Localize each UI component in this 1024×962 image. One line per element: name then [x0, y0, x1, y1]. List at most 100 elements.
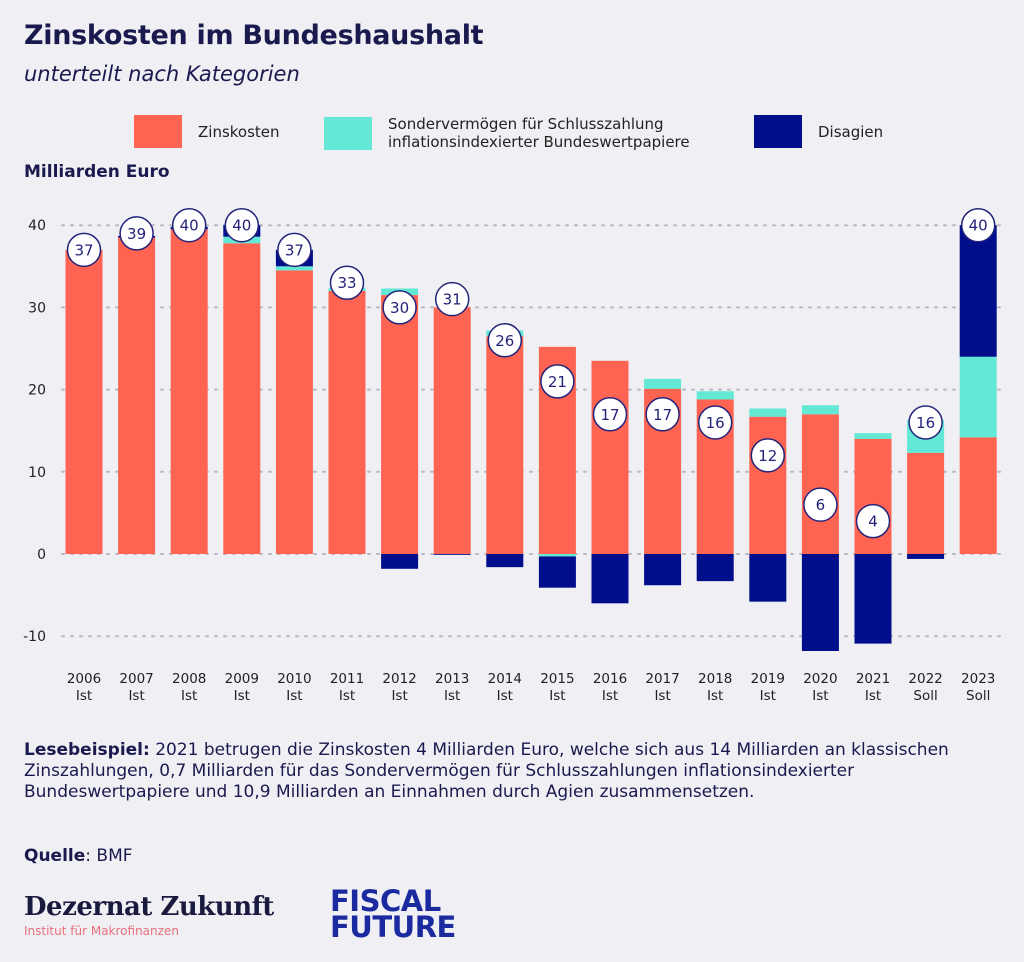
total-label-bubble	[908, 405, 943, 440]
bar-segment-zinskosten	[907, 452, 945, 554]
total-data-label: 30	[390, 299, 409, 317]
total-data-label: 16	[706, 414, 725, 432]
y-axis-unit: Milliarden Euro	[24, 162, 170, 182]
total-data-label: 33	[337, 274, 356, 292]
x-tick-kind: Soll	[913, 688, 937, 704]
total-label-bubble	[960, 207, 996, 243]
bar-segment-disagien	[538, 556, 576, 588]
total-data-label: 37	[285, 241, 304, 259]
x-tick-year: 2008	[172, 671, 206, 687]
bar-segment-sondervermoegen	[644, 378, 682, 389]
legend-swatch-disagien	[754, 115, 802, 148]
total-data-label: 31	[443, 291, 462, 309]
total-data-label: 39	[127, 225, 146, 243]
x-tick-year: 2021	[856, 671, 890, 687]
x-tick-kind: Ist	[181, 688, 197, 704]
bar-segment-sondervermoegen	[801, 405, 839, 415]
x-tick-kind: Ist	[76, 688, 92, 704]
x-tick-kind: Ist	[497, 688, 513, 704]
legend-item-disagien: Disagien	[754, 115, 883, 148]
total-label-bubble	[329, 265, 365, 300]
bar-segment-sondervermoegen	[749, 408, 787, 417]
x-tick-year: 2017	[645, 671, 679, 687]
bar-segment-zinskosten	[591, 360, 629, 554]
bar-segment-zinskosten	[959, 437, 997, 554]
total-label-bubble	[171, 207, 207, 243]
x-tick-kind: Ist	[286, 688, 302, 704]
x-tick-year: 2006	[67, 671, 101, 687]
y-tick-label: 0	[37, 547, 46, 563]
x-tick-kind: Ist	[234, 688, 250, 704]
total-label-bubble	[697, 405, 733, 440]
bar-segment-zinskosten	[118, 237, 156, 554]
total-label-bubble	[855, 503, 891, 539]
bar-segment-zinskosten	[749, 416, 787, 554]
total-data-label: 17	[653, 406, 672, 424]
bar-segment-zinskosten	[433, 307, 471, 554]
total-data-label: 40	[969, 217, 988, 235]
legend-label-line2: inflationsindexierter Bundeswertpapiere	[388, 133, 690, 151]
bar-segment-sondervermoegen	[959, 356, 997, 438]
source-text: : BMF	[85, 846, 133, 866]
total-data-label: 12	[758, 447, 777, 465]
bar-segment-disagien	[696, 554, 734, 582]
bar-segment-disagien	[381, 554, 419, 569]
total-label-bubble	[487, 323, 523, 358]
bar-segment-zinskosten	[381, 295, 419, 554]
bar-segment-disagien	[486, 554, 524, 568]
x-tick-year: 2020	[803, 671, 837, 687]
dezernat-zukunft-tagline: Institut für Makrofinanzen	[24, 924, 179, 938]
bar-segment-sondervermoegen	[275, 266, 313, 271]
fiscal-future-line1: FISCAL	[330, 884, 441, 918]
total-label-bubble	[66, 232, 102, 268]
legend-item-sondervermoegen: Sondervermögen für Schlusszahlung inflat…	[324, 115, 690, 151]
x-tick-kind: Soll	[966, 688, 990, 704]
bar-segment-disagien	[854, 554, 892, 644]
bar-segment-sondervermoegen	[538, 554, 576, 557]
total-label-bubble	[803, 487, 838, 522]
x-tick-kind: Ist	[760, 688, 776, 704]
bar-segment-zinskosten	[275, 270, 313, 554]
x-tick-kind: Ist	[444, 688, 460, 704]
y-tick-label: 10	[28, 465, 46, 481]
x-tick-year: 2007	[119, 671, 153, 687]
x-tick-kind: Ist	[391, 688, 407, 704]
legend-swatch-sondervermoegen	[324, 116, 372, 150]
x-tick-year: 2022	[908, 671, 942, 687]
x-tick-year: 2010	[277, 671, 311, 687]
x-tick-kind: Ist	[865, 688, 881, 704]
total-label-bubble	[277, 232, 312, 268]
bar-segment-disagien	[433, 554, 471, 555]
bar-segment-disagien	[644, 554, 682, 586]
x-tick-kind: Ist	[339, 688, 355, 704]
bar-segment-disagien	[591, 554, 629, 604]
x-tick-year: 2018	[698, 671, 732, 687]
x-tick-year: 2012	[382, 671, 416, 687]
total-data-label: 6	[816, 496, 826, 514]
dezernat-zukunft-logo: Dezernat Zukunft	[24, 892, 274, 922]
chart-subtitle: unterteilt nach Kategorien	[24, 62, 300, 86]
total-data-label: 26	[495, 332, 514, 350]
x-tick-year: 2016	[593, 671, 627, 687]
legend-label-disagien: Disagien	[818, 122, 884, 141]
total-label-bubble	[645, 397, 680, 432]
x-tick-year: 2014	[488, 671, 522, 687]
x-tick-year: 2019	[751, 671, 785, 687]
y-tick-label: -10	[23, 629, 46, 645]
y-tick-label: 40	[28, 218, 46, 234]
reading-example-label: Lesebeispiel:	[24, 740, 150, 760]
bar-segment-zinskosten	[486, 336, 524, 554]
legend-label-line1: Sondervermögen für Schlusszahlung	[388, 115, 664, 133]
x-tick-year: 2013	[435, 671, 469, 687]
total-label-bubble	[592, 397, 628, 432]
total-data-label: 21	[548, 373, 567, 391]
source-label: Quelle	[24, 846, 86, 866]
bar-segment-disagien	[749, 554, 787, 602]
legend: Zinskosten Sondervermögen für Schlusszah…	[0, 115, 1024, 155]
legend-swatch-zinskosten	[134, 115, 182, 148]
chart-title: Zinskosten im Bundeshaushalt	[24, 20, 484, 51]
legend-item-zinskosten: Zinskosten	[134, 115, 280, 148]
fiscal-future-logo: FISCAL FUTURE	[330, 884, 456, 942]
bar-segment-zinskosten	[65, 249, 103, 555]
bar-segment-disagien	[801, 554, 839, 651]
